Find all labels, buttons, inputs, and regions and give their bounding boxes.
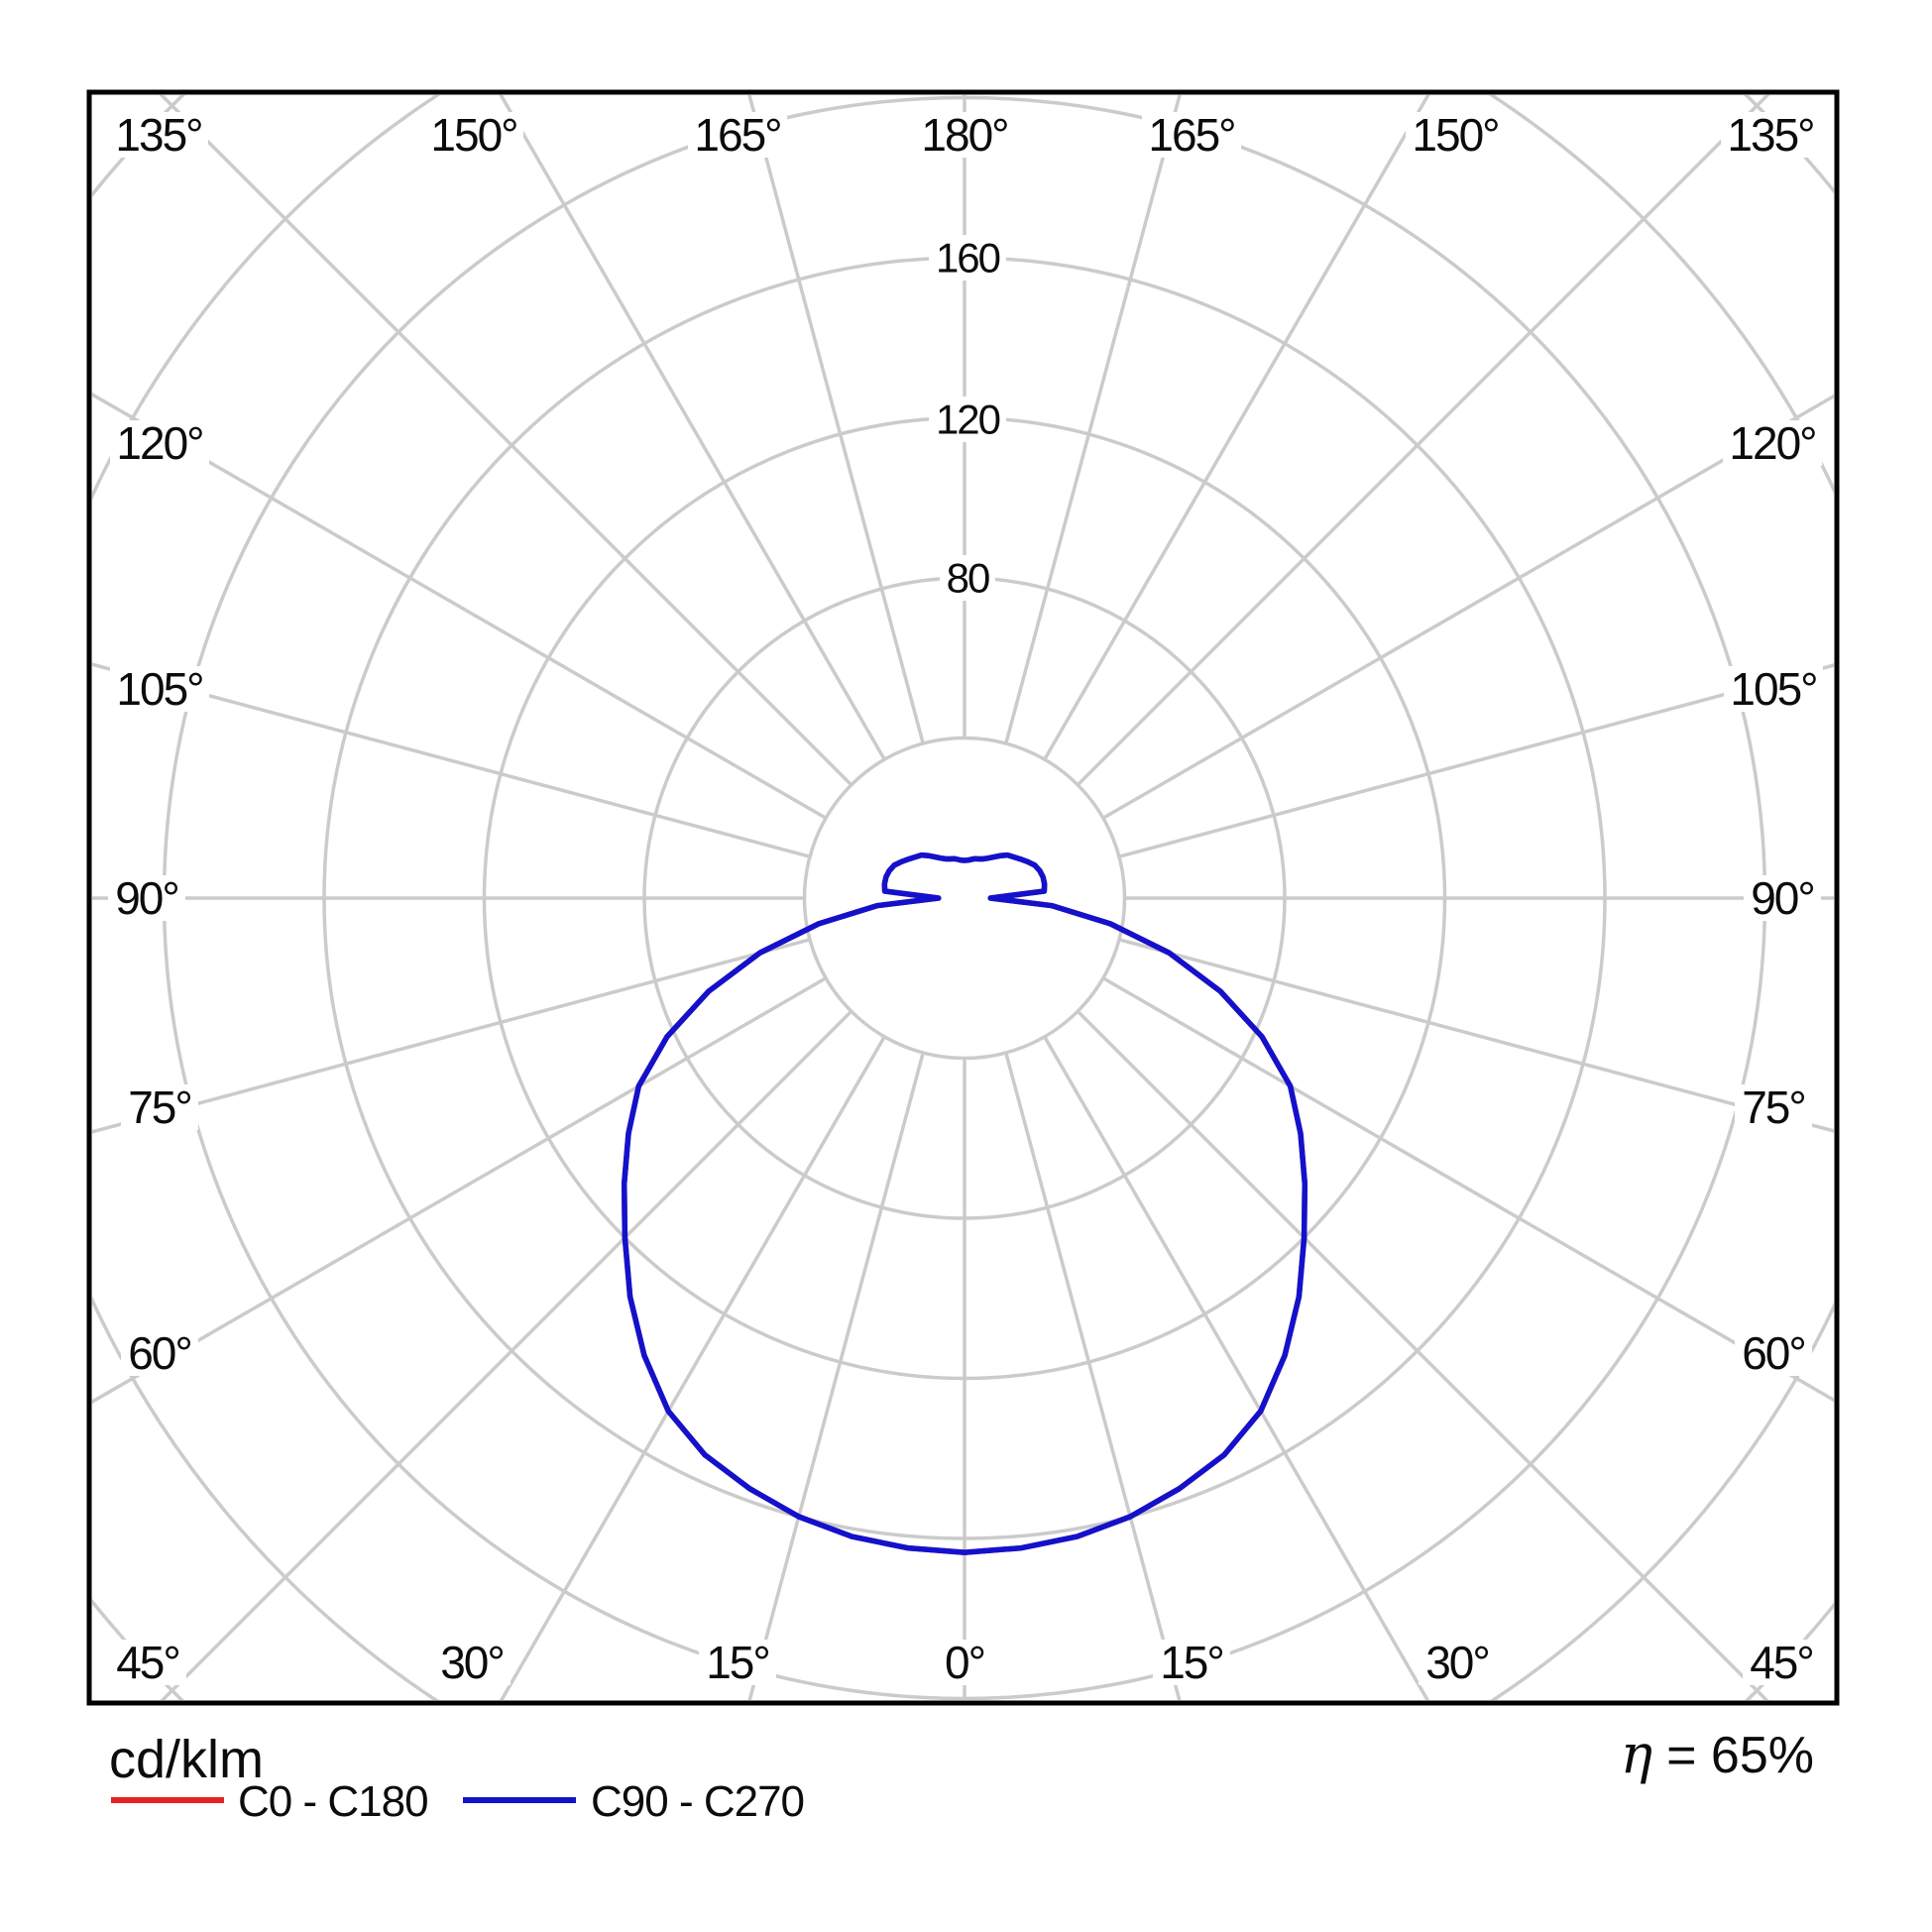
angle-label-21-bg [1153,1640,1230,1685]
angle-label-17-bg [109,1640,186,1685]
angle-label-20-bg [937,1640,992,1685]
angle-label-11-bg [121,1330,198,1376]
radial-gridline-345 [747,1052,925,1700]
angle-label-11: 60° [128,1327,191,1379]
angle-label-23-bg [1743,1640,1820,1685]
angle-label-23: 45° [1750,1637,1813,1688]
eta-symbol: η [1621,1723,1652,1785]
angle-label-18-bg [433,1640,511,1685]
angle-label-21: 15° [1160,1637,1223,1688]
radial-tick-label-1: 120 [936,397,1000,443]
angle-label-17: 45° [116,1637,179,1688]
radial-gridline-15 [1004,1052,1182,1700]
angle-label-4-bg [1142,112,1241,158]
angle-label-13-bg [1724,666,1823,712]
unit-label: cd/klm [109,1730,264,1789]
grid-ring-40 [802,736,1127,1061]
intensity-curves [621,852,1308,1555]
angle-label-12: 120° [1729,417,1815,469]
radial-tick-label-0-bg [940,555,995,601]
radial-gridline-240 [92,392,828,820]
radial-gridline-165 [1004,95,1182,744]
radial-gridline-195 [747,95,925,744]
legend-label-c90-c270: C90 - C270 [591,1777,804,1826]
axis-labels: 135° 150° 165° 180° 165° 150° 135° 120° 105° 90° 7… [108,109,1823,1688]
efficiency-label: η = 65% [1621,1723,1814,1785]
radial-gridline-30 [1043,1035,1430,1700]
angle-label-19: 15° [706,1637,769,1688]
angle-label-18: 30° [440,1637,504,1688]
angle-label-2-bg [688,112,787,158]
radial-tick-label-1-bg [929,397,1006,442]
radial-gridline-105 [1118,663,1834,858]
angle-label-0-bg [109,112,208,158]
angle-label-22: 30° [1425,1637,1489,1688]
radial-tick-label-0: 80 [947,555,989,602]
angle-label-13: 105° [1730,663,1816,715]
angle-label-22-bg [1419,1640,1496,1685]
radial-gridline-285 [92,938,811,1134]
angle-label-3: 180° [921,109,1007,161]
radial-gridline-255 [92,662,811,858]
angle-label-10: 75° [128,1081,191,1133]
angle-label-9: 90° [115,872,178,924]
angle-label-10-bg [121,1084,198,1130]
angle-label-19-bg [699,1640,776,1685]
angle-label-7: 120° [116,417,202,469]
angle-label-16-bg [1735,1330,1812,1376]
radial-gridline-75 [1118,938,1834,1133]
angle-label-5: 150° [1412,109,1498,161]
legend: C0 - C180 C90 - C270 [111,1777,805,1826]
angle-label-15: 75° [1742,1081,1805,1133]
plot-border [86,89,1840,1706]
legend-item-c0-c180: C0 - C180 [111,1777,429,1826]
radial-gridline-210 [499,95,886,761]
radial-gridline-300 [92,976,828,1405]
legend-label-c0-c180: C0 - C180 [238,1777,428,1826]
radial-gridline-150 [1043,95,1430,761]
radial-gridline-60 [1101,976,1834,1403]
angle-label-2: 165° [694,109,780,161]
angle-label-6: 135° [1727,109,1813,161]
radial-gridline-330 [499,1035,886,1700]
angle-label-20: 0° [945,1637,984,1688]
angle-label-15-bg [1735,1084,1812,1130]
angle-label-4: 165° [1148,109,1234,161]
angle-label-8: 105° [116,663,202,715]
angle-label-1-bg [424,112,523,158]
angle-label-14: 90° [1751,872,1814,924]
curve-c90-c270 [621,852,1308,1555]
radial-tick-label-2: 160 [936,235,1000,282]
angle-label-16: 60° [1742,1327,1805,1379]
radial-gridline-120 [1101,394,1834,820]
angle-label-1: 150° [430,109,516,161]
angle-label-8-bg [110,666,209,712]
angle-label-5-bg [1406,112,1505,158]
legend-item-c90-c270: C90 - C270 [463,1777,805,1826]
angle-label-6-bg [1721,112,1820,158]
radial-tick-label-2-bg [929,235,1006,281]
angle-label-9-bg [108,875,185,921]
angle-label-3-bg [915,112,1014,158]
angle-label-7-bg [110,420,209,466]
eta-value: = 65% [1666,1727,1814,1784]
angle-label-0: 135° [115,109,201,161]
angle-label-12-bg [1723,420,1822,466]
angle-label-14-bg [1744,875,1821,921]
